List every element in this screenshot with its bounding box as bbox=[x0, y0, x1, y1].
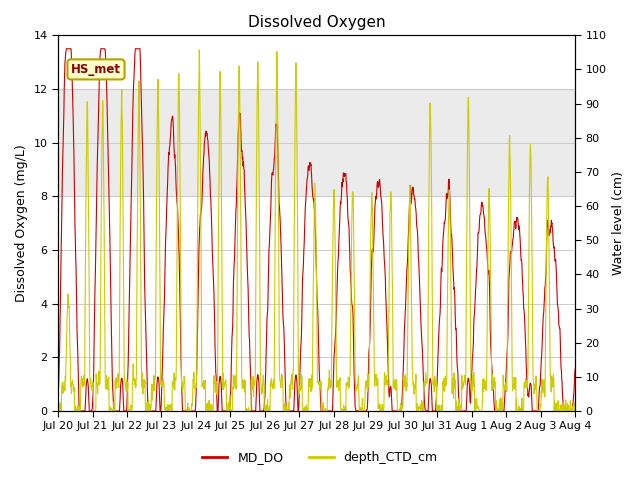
Legend: MD_DO, depth_CTD_cm: MD_DO, depth_CTD_cm bbox=[197, 446, 443, 469]
Bar bbox=[58, 89, 575, 196]
Y-axis label: Dissolved Oxygen (mg/L): Dissolved Oxygen (mg/L) bbox=[15, 144, 28, 302]
Text: HS_met: HS_met bbox=[71, 63, 121, 76]
Y-axis label: Water level (cm): Water level (cm) bbox=[612, 171, 625, 275]
Title: Dissolved Oxygen: Dissolved Oxygen bbox=[248, 15, 385, 30]
